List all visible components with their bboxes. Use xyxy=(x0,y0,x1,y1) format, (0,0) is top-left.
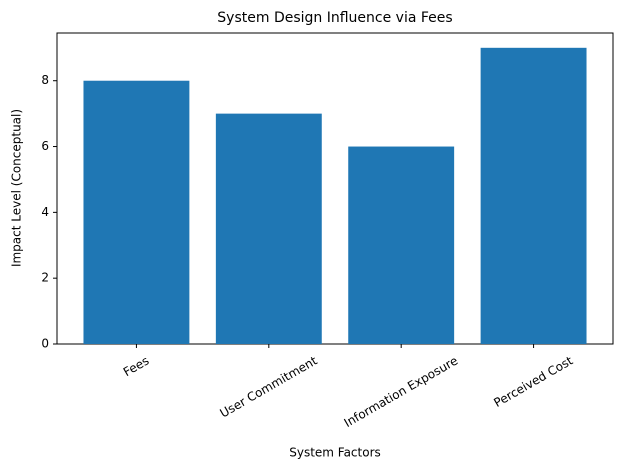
x-tick-label: Perceived Cost xyxy=(491,353,575,410)
bar xyxy=(480,47,587,345)
y-tick-label: 4 xyxy=(41,205,49,219)
bar xyxy=(215,113,322,344)
y-axis-label: Impact Level (Conceptual) xyxy=(10,109,24,267)
bar xyxy=(83,80,190,344)
y-tick-label: 6 xyxy=(41,139,49,153)
y-tick-label: 2 xyxy=(41,271,49,285)
plot-frame xyxy=(56,32,614,345)
x-tick-label: User Commitment xyxy=(218,353,320,420)
y-tick-label: 8 xyxy=(41,73,49,87)
chart-title: System Design Influence via Fees xyxy=(217,10,452,26)
x-tick-label: Information Exposure xyxy=(342,354,461,431)
bar xyxy=(348,146,455,344)
x-axis-label: System Factors xyxy=(289,446,381,460)
x-tick-label: Fees xyxy=(121,354,152,380)
y-tick-label: 0 xyxy=(41,337,49,351)
